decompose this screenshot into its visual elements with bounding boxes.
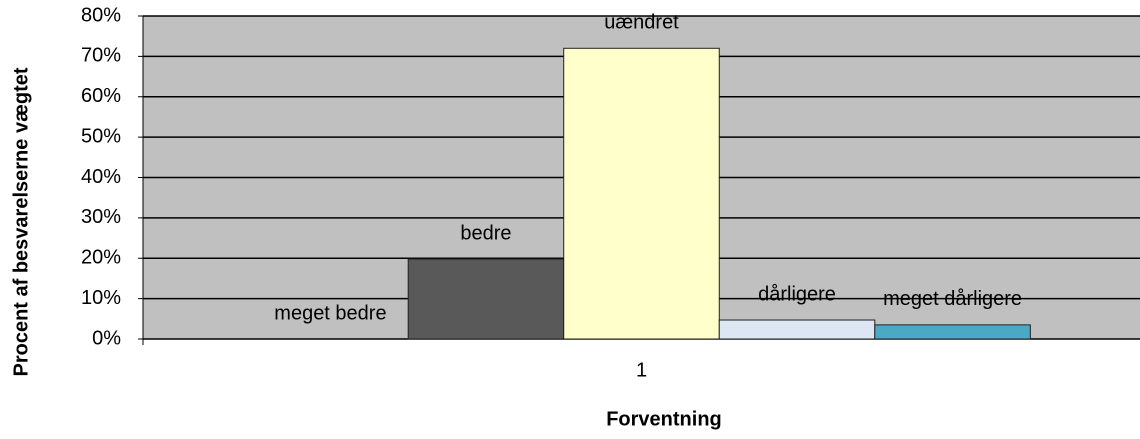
y-tick-label: 20% xyxy=(81,247,121,269)
bar-label: meget bedre xyxy=(274,302,386,324)
bar-label: bedre xyxy=(460,222,511,244)
y-tick-label: 0% xyxy=(92,327,121,349)
bar-label: uændret xyxy=(604,12,679,34)
y-tick-label: 40% xyxy=(81,166,121,188)
bar-label: dårligere xyxy=(758,283,836,305)
y-tick-label: 70% xyxy=(81,45,121,67)
x-tick-label: 1 xyxy=(636,359,647,381)
y-tick-label: 30% xyxy=(81,206,121,228)
y-tick-label: 10% xyxy=(81,287,121,309)
bar xyxy=(718,319,876,340)
bar-label: meget dårligere xyxy=(883,288,1022,310)
bar xyxy=(407,258,565,340)
y-tick-label: 60% xyxy=(81,85,121,107)
x-axis-title: Forventning xyxy=(606,408,722,430)
y-tick-label: 50% xyxy=(81,125,121,147)
y-axis-title: Procent af besvarelserne vægtet xyxy=(10,67,32,376)
bar xyxy=(874,324,1031,340)
bar xyxy=(563,47,720,340)
y-tick-label: 80% xyxy=(81,4,121,26)
